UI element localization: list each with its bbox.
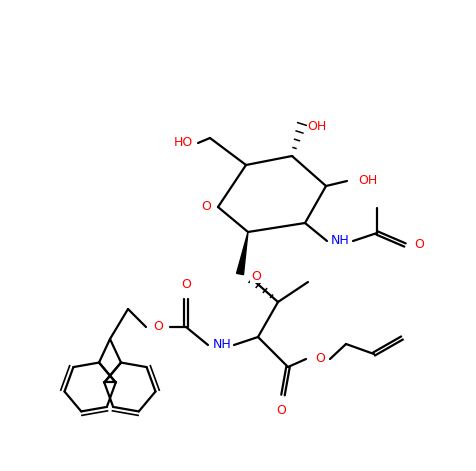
Text: HO: HO	[173, 137, 192, 149]
Text: NH: NH	[330, 235, 348, 247]
Text: O: O	[181, 278, 190, 292]
Text: O: O	[153, 320, 163, 333]
Text: OH: OH	[357, 174, 377, 187]
Text: O: O	[413, 238, 423, 252]
Text: O: O	[250, 269, 260, 283]
Polygon shape	[236, 232, 248, 275]
Text: O: O	[315, 352, 324, 365]
Text: O: O	[276, 404, 285, 416]
Text: NH: NH	[212, 339, 231, 351]
Text: O: O	[201, 201, 210, 213]
Text: OH: OH	[307, 120, 326, 132]
